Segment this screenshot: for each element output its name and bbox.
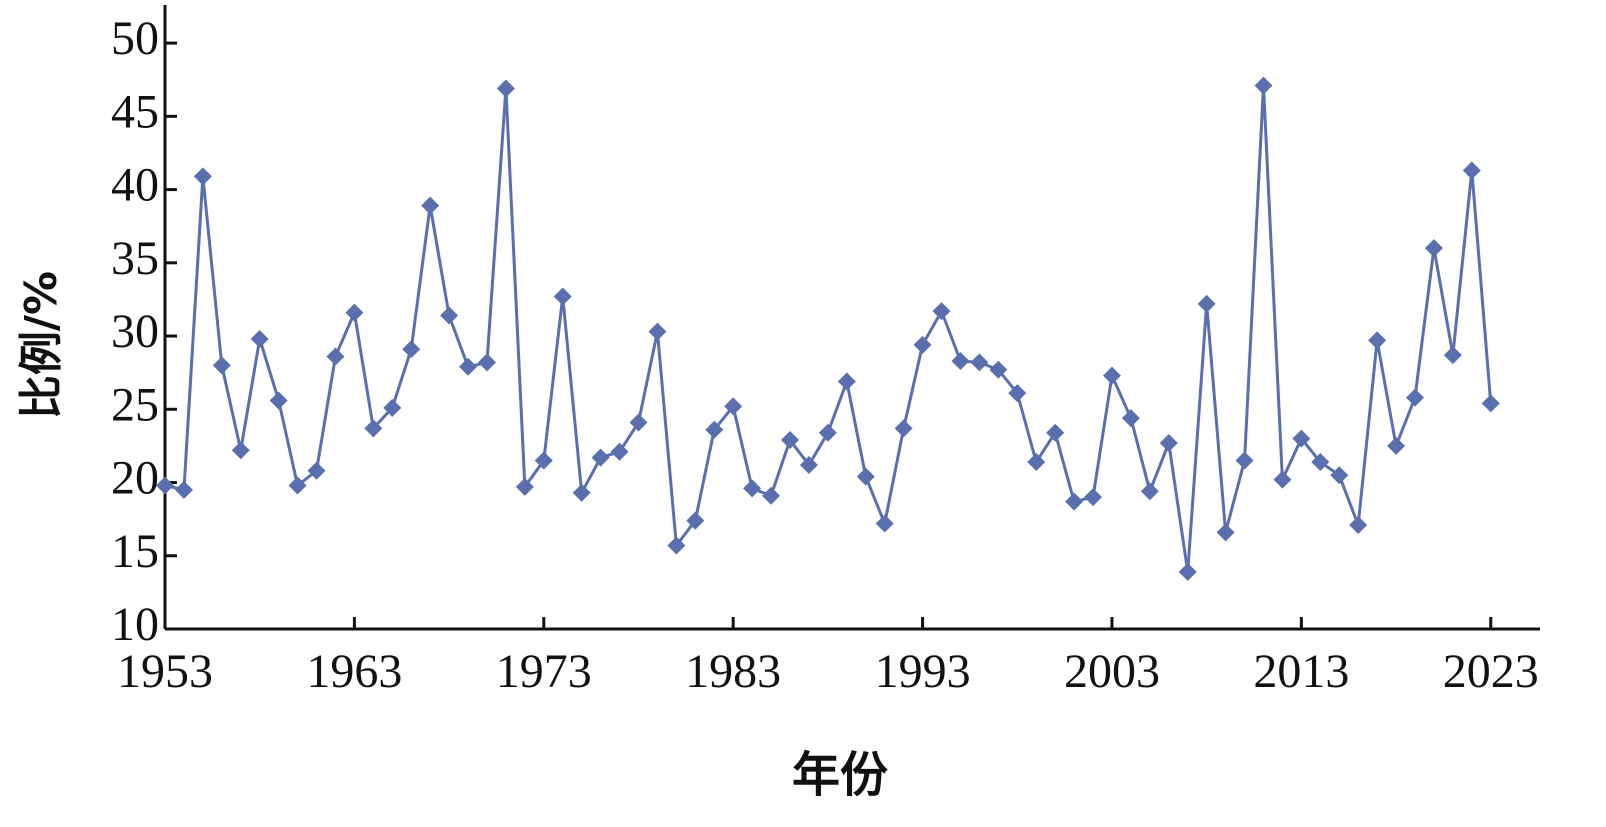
data-marker	[951, 351, 970, 370]
data-marker	[477, 353, 496, 372]
data-marker	[743, 479, 762, 498]
data-marker	[496, 79, 515, 98]
data-marker	[1159, 433, 1178, 452]
data-marker	[837, 372, 856, 391]
data-marker	[762, 486, 781, 505]
data-line	[164, 85, 1493, 573]
data-marker	[534, 451, 553, 470]
x-tick-label: 1983	[685, 645, 781, 698]
data-marker	[1273, 470, 1292, 489]
data-marker	[875, 514, 894, 533]
x-tick-label: 2013	[1253, 645, 1349, 698]
data-marker	[269, 391, 288, 410]
x-tick-label: 1963	[306, 645, 402, 698]
y-tick-label: 40	[111, 159, 159, 212]
y-tick-label: 45	[111, 85, 159, 138]
data-marker	[781, 431, 799, 450]
data-marker	[402, 340, 421, 359]
x-axis-label: 年份	[792, 747, 888, 803]
data-marker	[667, 536, 686, 555]
data-marker	[648, 322, 667, 341]
y-tick-label: 30	[111, 305, 159, 358]
data-marker	[1443, 346, 1462, 365]
data-marker	[1235, 451, 1254, 470]
x-tick-label: 1953	[117, 645, 213, 698]
data-marker	[156, 476, 174, 495]
data-marker	[459, 357, 478, 376]
x-tick-label: 2003	[1064, 645, 1160, 698]
data-marker	[970, 353, 989, 372]
data-marker	[1046, 423, 1065, 442]
data-marker	[686, 511, 705, 530]
y-tick-label: 20	[111, 452, 159, 505]
x-tick-label: 2023	[1443, 645, 1539, 698]
y-tick-label: 25	[111, 378, 159, 431]
data-marker	[1008, 384, 1027, 403]
data-marker	[231, 441, 250, 460]
data-marker	[1065, 492, 1084, 511]
y-axis-label: 比例/%	[16, 271, 67, 419]
data-marker	[1462, 161, 1481, 180]
data-marker	[1349, 516, 1368, 534]
data-marker	[421, 196, 440, 215]
data-marker	[1481, 394, 1500, 413]
data-marker	[1406, 388, 1424, 407]
data-marker	[1084, 488, 1103, 507]
data-marker	[1216, 523, 1235, 542]
y-tick-label: 35	[111, 232, 159, 285]
data-marker	[1387, 436, 1406, 455]
y-tick-label: 15	[111, 525, 159, 578]
x-tick-label: 1993	[875, 645, 971, 698]
data-marker	[724, 397, 743, 416]
data-marker	[1121, 409, 1140, 428]
data-marker	[856, 467, 875, 486]
data-marker	[629, 413, 648, 432]
data-marker	[1178, 562, 1197, 581]
data-marker	[818, 423, 837, 442]
data-marker	[610, 442, 629, 461]
data-marker	[553, 287, 572, 306]
data-marker	[1330, 466, 1349, 485]
data-marker	[326, 347, 345, 366]
data-marker	[174, 480, 193, 499]
data-marker	[1197, 294, 1216, 313]
data-marker	[193, 167, 212, 186]
data-marker	[705, 420, 724, 439]
data-marker	[345, 303, 364, 322]
data-marker	[1292, 429, 1311, 448]
y-tick-label: 50	[111, 12, 159, 65]
data-marker	[913, 335, 932, 354]
data-marker	[1254, 76, 1273, 95]
data-marker	[572, 483, 591, 502]
data-marker	[288, 476, 307, 495]
data-marker	[250, 329, 269, 348]
data-marker	[932, 302, 951, 321]
y-tick-label: 10	[111, 598, 159, 651]
data-marker	[591, 448, 610, 467]
data-marker	[307, 461, 326, 480]
data-marker	[212, 356, 231, 375]
data-marker	[383, 398, 402, 417]
data-marker	[1424, 239, 1443, 258]
data-marker	[515, 477, 534, 496]
data-marker	[440, 306, 459, 325]
data-marker	[1102, 366, 1121, 385]
data-marker	[364, 419, 383, 438]
data-marker	[1027, 453, 1046, 472]
x-tick-label: 1973	[496, 645, 592, 698]
data-marker	[894, 419, 913, 438]
data-marker	[1311, 453, 1330, 472]
data-marker	[1368, 331, 1387, 350]
data-marker	[1140, 482, 1159, 501]
data-marker	[799, 455, 818, 474]
data-marker	[989, 360, 1008, 379]
